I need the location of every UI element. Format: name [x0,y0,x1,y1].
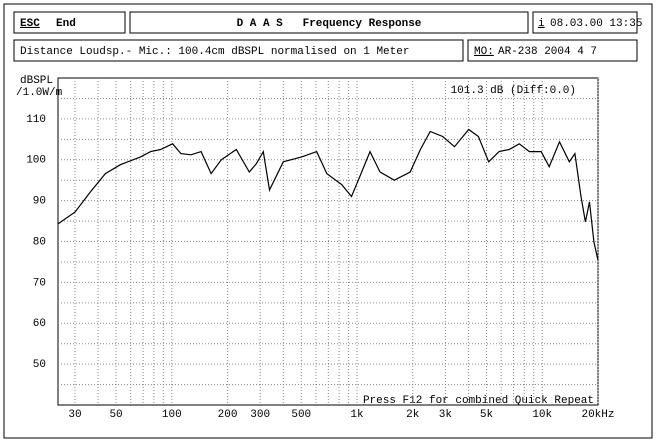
x-tick-label: 2k [406,409,420,421]
date-box [532,11,638,34]
x-tick-label: 20kHz [581,409,614,421]
footer-note: Press F12 for combined Quick Repeat [363,395,594,407]
model-key: MO: [474,46,494,58]
y-tick-label: 70 [33,277,46,289]
x-tick-label: 50 [109,409,122,421]
y-tick-label: 90 [33,196,46,208]
description-box [13,39,464,62]
x-tick-label: 500 [291,409,311,421]
x-tick-label: 200 [218,409,238,421]
y-tick-label: 80 [33,236,46,248]
x-tick-label: 100 [162,409,182,421]
response-curve [57,128,599,261]
x-tick-label: 30 [68,409,81,421]
esc-key[interactable]: ESC [20,18,40,30]
description: Distance Loudsp.- Mic.: 100.4cm dBSPL no… [20,46,409,58]
x-tick-label: 1k [350,409,364,421]
y-tick-label: 50 [33,359,46,371]
frame [3,3,653,439]
y-tick-label: 100 [26,155,46,167]
title-box [129,11,529,34]
y-label-unit: /1.0W/m [16,87,63,99]
title: D A A S Frequency Response [237,18,422,30]
x-tick-label: 5k [480,409,494,421]
x-tick-label: 3k [439,409,453,421]
model: AR-238 2004 4 7 [498,46,597,58]
y-tick-label: 60 [33,318,46,330]
x-tick-label: 10k [532,409,552,421]
info-key[interactable]: i [538,18,545,30]
model-box [467,39,638,62]
y-label: dBSPL [20,75,53,87]
date: 08.03.00 13:35 [550,18,642,30]
y-tick-label: 110 [26,114,46,126]
esc-action[interactable]: End [56,18,76,30]
x-tick-label: 300 [250,409,270,421]
esc-box[interactable] [13,11,126,34]
